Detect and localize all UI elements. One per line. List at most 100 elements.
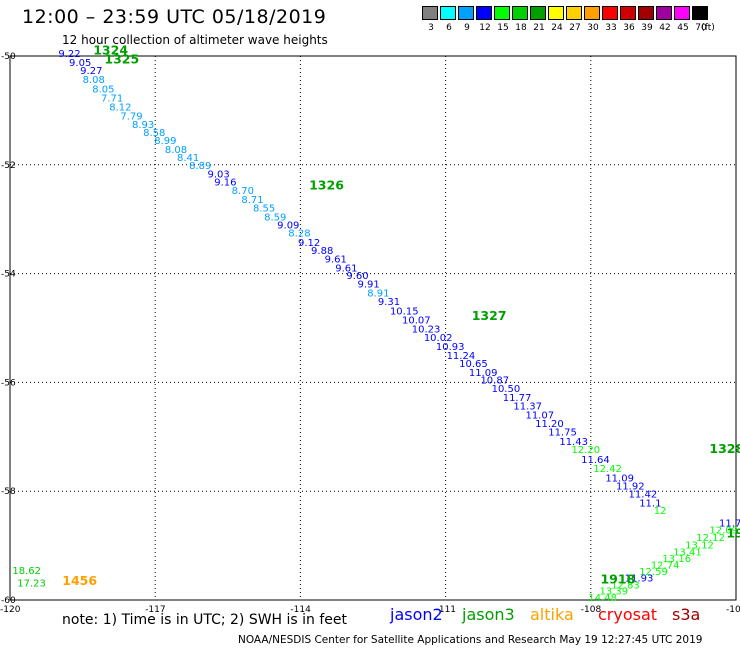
wave-height-label: 8.89 (189, 161, 211, 172)
wave-height-label: 9.31 (378, 297, 400, 308)
map-frame (9, 55, 737, 601)
pass-time-label: 1456 (62, 573, 97, 588)
color-scale-label: 12 (479, 23, 491, 33)
lon-tick-label: -120 (0, 605, 21, 615)
wave-height-label: 11.09 (469, 368, 498, 379)
wave-height-label: 9.12 (298, 238, 320, 249)
legend-item-cryosat: cryosat (598, 605, 658, 624)
wave-height-label: 9.61 (325, 255, 347, 266)
wave-height-label: 12.83 (611, 581, 640, 592)
color-scale-swatch (674, 6, 690, 20)
color-scale-swatch (440, 6, 456, 20)
wave-height-label: 8.08 (165, 145, 187, 156)
lat-tick-label: -50 (1, 52, 16, 62)
wave-height-label: 12 (654, 506, 667, 517)
wave-height-label: 11.09 (605, 473, 634, 484)
pass-time-label: 1326 (309, 177, 344, 192)
wave-height-label: 11.37 (513, 402, 542, 413)
wave-height-label: 8.71 (241, 195, 263, 206)
wave-height-label: 12.09 (709, 526, 738, 537)
wave-height-label: 18.62 (12, 566, 41, 577)
color-scale-label: 33 (605, 23, 617, 33)
wave-height-label: 11.24 (447, 351, 476, 362)
color-scale-label: 6 (446, 23, 452, 33)
wave-height-label: 11.75 (548, 428, 577, 439)
legend-item-altika: altika (530, 605, 574, 624)
wave-height-label: 10.65 (459, 359, 488, 370)
wave-height-label: 8.70 (232, 186, 254, 197)
color-scale-swatch (566, 6, 582, 20)
wave-height-label: 9.22 (58, 49, 80, 60)
lon-tick-label: -111 (436, 605, 456, 615)
pass-time-label: 1325 (104, 52, 139, 67)
footer-credit: NOAA/NESDIS Center for Satellite Applica… (238, 634, 703, 646)
chart-title: 12:00 – 23:59 UTC 05/18/2019 (22, 6, 327, 28)
color-scale-swatch (458, 6, 474, 20)
wave-height-label: 8.05 (92, 84, 114, 95)
lat-tick-label: -56 (1, 378, 16, 388)
wave-height-label: 8.41 (177, 153, 199, 164)
wave-height-label: 11.07 (525, 410, 554, 421)
wave-height-label: 8.58 (143, 128, 165, 139)
color-scale-label: 24 (551, 23, 563, 33)
wave-height-label: 8.93 (132, 120, 154, 131)
wave-height-label: 11.93 (625, 574, 654, 585)
wave-height-label: 11.77 (503, 393, 532, 404)
color-scale-swatch (512, 6, 528, 20)
wave-height-label: 9.03 (207, 169, 229, 180)
wave-height-label: 10.50 (492, 384, 521, 395)
wave-height-label: 10.87 (480, 375, 509, 386)
wave-height-label: 11.1 (639, 498, 661, 509)
wave-height-label: 13.12 (685, 540, 714, 551)
lon-tick-label: -114 (290, 605, 311, 615)
pass-time-label: 1327 (472, 308, 507, 323)
lon-tick-label: -108 (581, 605, 602, 615)
wave-height-label: 11.77 (719, 519, 740, 530)
wave-height-label: 7.79 (120, 112, 142, 123)
wave-height-label: 9.61 (335, 263, 357, 274)
wave-height-label: 10.15 (390, 306, 419, 317)
color-scale-swatch (494, 6, 510, 20)
lon-tick-label: -117 (145, 605, 165, 615)
wave-height-label: 11.42 (629, 490, 658, 501)
legend-item-jason2: jason2 (390, 605, 443, 624)
lat-tick-label: -58 (1, 487, 16, 497)
wave-height-label: 8.91 (367, 288, 389, 299)
wave-height-label: 7.71 (101, 94, 123, 105)
wave-height-label: 11.64 (581, 455, 610, 466)
wave-height-label: 8.59 (264, 212, 286, 223)
color-scale-label: 39 (641, 23, 653, 33)
color-scale-label: 3 (428, 23, 434, 33)
wave-height-label: 13.41 (673, 547, 702, 558)
color-scale-label: 30 (587, 23, 599, 33)
color-scale-label: 27 (569, 23, 581, 33)
lat-tick-label: -60 (1, 596, 16, 606)
wave-height-label: 11.43 (559, 437, 588, 448)
wave-height-label: 12.20 (571, 445, 600, 456)
pass-time-label: 1324 (93, 42, 128, 57)
wave-height-label: 9.91 (358, 280, 380, 291)
color-scale-swatch (602, 6, 618, 20)
wave-height-label: 10.07 (402, 316, 431, 327)
wave-height-label: 10.93 (436, 342, 465, 353)
wave-height-label: 14.48 (588, 593, 617, 604)
wave-height-label: 8.28 (288, 229, 310, 240)
wave-height-label: 8.99 (154, 136, 176, 147)
wave-height-label: 13.16 (662, 554, 691, 565)
color-scale-label: 42 (659, 23, 671, 33)
wave-height-label: 10.02 (424, 333, 453, 344)
color-scale-swatch (422, 6, 438, 20)
wave-height-label: 9.09 (277, 220, 299, 231)
color-scale-swatch (692, 6, 708, 20)
wave-height-label: 12.12 (696, 533, 725, 544)
wave-height-label: 8.55 (253, 204, 275, 215)
color-scale-swatch (476, 6, 492, 20)
wave-height-label: 12.74 (651, 560, 680, 571)
footer-note: note: 1) Time is in UTC; 2) SWH is in fe… (62, 612, 348, 628)
wave-height-label: 11.92 (616, 482, 645, 493)
lat-tick-label: -52 (1, 161, 16, 171)
wave-height-label: 17.23 (17, 578, 46, 589)
color-scale-swatch (530, 6, 546, 20)
